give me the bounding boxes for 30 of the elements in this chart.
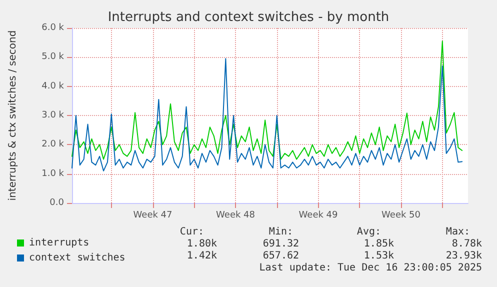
text: 1.42k	[186, 250, 218, 262]
legend-label: interrupts	[29, 238, 90, 248]
text: 1.85k	[364, 238, 394, 250]
text: 8.78k	[452, 238, 482, 250]
text: 1.53k	[364, 250, 394, 262]
line-series	[72, 40, 463, 160]
text: 691.32	[262, 238, 299, 250]
text: Max:	[446, 226, 470, 238]
text: Min:	[268, 226, 294, 238]
y-axis-title: interrupts & ctx switches / second	[8, 30, 18, 201]
text: 23.93k	[446, 250, 482, 262]
x-tick-label: Week 49	[298, 210, 338, 220]
y-tick-label: 2.0 k	[42, 140, 65, 150]
line-series	[72, 58, 463, 172]
y-tick-label: 6.0 k	[42, 23, 65, 33]
y-tick-label: 3.0 k	[42, 110, 65, 120]
text: 1.80k	[186, 238, 218, 250]
chart-title: Interrupts and context switches - by month	[108, 10, 390, 25]
x-tick-label: Week 50	[382, 210, 421, 220]
x-tick-label: Week 48	[216, 210, 256, 220]
x-tick-label: Week 47	[133, 210, 172, 220]
text: 657.62	[262, 250, 299, 262]
y-tick-label: 1.0 k	[42, 168, 65, 179]
y-tick-label: 0.0	[50, 198, 64, 208]
text: Last update: Tue Dec 16 23:00:05 2025	[259, 262, 482, 274]
y-tick-label: 5.0 k	[42, 52, 65, 62]
legend-label: context switches	[29, 252, 126, 264]
text: Avg:	[356, 226, 382, 238]
y-tick-label: 4.0 k	[42, 81, 65, 92]
text: Cur:	[180, 226, 204, 238]
